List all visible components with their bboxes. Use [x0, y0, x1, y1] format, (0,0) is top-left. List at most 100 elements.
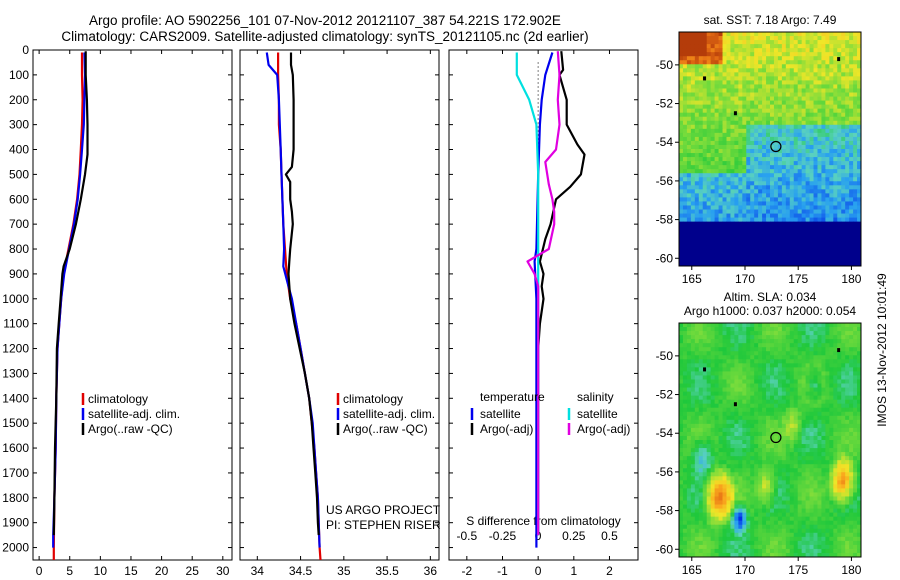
map-cell [690, 225, 696, 231]
map-cell [801, 132, 807, 138]
map-cell [754, 241, 759, 247]
map-cell [714, 205, 719, 210]
map-cell [837, 464, 842, 469]
map-cell [821, 444, 826, 449]
map-cell [801, 96, 807, 101]
map-cell [679, 225, 684, 231]
map-cell [773, 88, 779, 93]
map-cell [841, 399, 846, 405]
map-cell [758, 431, 763, 437]
map-cell [710, 339, 716, 344]
map-cell [682, 383, 688, 388]
map-cell [845, 383, 850, 388]
map-cell [690, 197, 696, 202]
map-cell [710, 225, 716, 231]
map-cell [750, 177, 755, 182]
map-cell [730, 104, 735, 110]
map-cell [714, 225, 719, 231]
map-cell [718, 32, 723, 37]
map-cell [825, 331, 830, 336]
map-cell [825, 375, 830, 380]
map-cell [702, 472, 708, 477]
map-cell [805, 197, 810, 202]
map-cell [690, 189, 696, 194]
map-cell [726, 165, 731, 170]
map-cell [758, 383, 763, 388]
map-cell [777, 233, 783, 239]
map-cell [821, 423, 826, 429]
map-cell [766, 496, 771, 501]
map-cell [742, 108, 747, 114]
map-cell [706, 261, 712, 267]
map-cell [841, 149, 846, 154]
map-cell [809, 261, 814, 267]
panel-frame [239, 49, 440, 561]
map-cell [754, 189, 759, 194]
map-cell [718, 253, 723, 259]
map-cell [679, 431, 684, 437]
map-cell [730, 391, 735, 397]
map-cell [690, 371, 696, 376]
map-cell [679, 165, 684, 170]
map-cell [734, 40, 739, 45]
map-cell [750, 185, 755, 190]
map-cell [714, 36, 719, 41]
map-cell [773, 124, 779, 130]
map-cell [710, 205, 716, 210]
map-cell [853, 472, 858, 477]
map-cell [698, 40, 704, 45]
map-cell [710, 76, 716, 81]
map-cell [777, 88, 783, 93]
map-cell [801, 237, 807, 243]
map-cell [821, 464, 826, 469]
map-cell [773, 257, 779, 263]
map-cell [853, 161, 858, 166]
map-cell [734, 464, 739, 469]
map-cell [722, 100, 727, 106]
map-cell [750, 72, 755, 77]
map-cell [734, 476, 739, 481]
map-cell [750, 209, 755, 214]
map-cell [857, 423, 862, 429]
map-cell [682, 241, 688, 247]
map-cell [730, 456, 735, 461]
map-cell [785, 189, 791, 194]
map-cell [758, 395, 763, 401]
map-cell [825, 80, 830, 85]
map-cell [817, 136, 822, 142]
map-cell [730, 237, 735, 243]
map-cell [829, 476, 834, 481]
map-cell [785, 140, 791, 146]
map-cell [805, 431, 810, 437]
map-cell [770, 500, 775, 505]
map-cell [686, 88, 692, 93]
map-cell [770, 253, 775, 259]
map-cell [754, 488, 759, 493]
map-cell [750, 371, 755, 376]
map-cell [686, 169, 692, 174]
map-cell [845, 355, 850, 360]
map-cell [853, 96, 858, 101]
map-cell [742, 331, 747, 336]
map-cell [829, 173, 834, 178]
map-cell [809, 100, 814, 106]
map-cell [813, 261, 818, 267]
map-cell [722, 407, 727, 413]
map-cell [817, 76, 822, 81]
map-cell [821, 371, 826, 376]
map-cell [801, 379, 807, 384]
map-cell [853, 347, 858, 352]
map-cell [734, 221, 739, 227]
map-cell [777, 448, 783, 453]
map-cell [789, 253, 795, 259]
map-cell [686, 32, 692, 37]
map-cell [702, 476, 708, 481]
map-cell [845, 375, 850, 380]
map-cell [770, 387, 775, 392]
map-cell [698, 472, 704, 477]
map-cell [849, 331, 854, 336]
map-cell [730, 161, 735, 166]
map-cell [730, 440, 735, 445]
map-cell [781, 189, 787, 194]
map-cell [758, 209, 763, 214]
